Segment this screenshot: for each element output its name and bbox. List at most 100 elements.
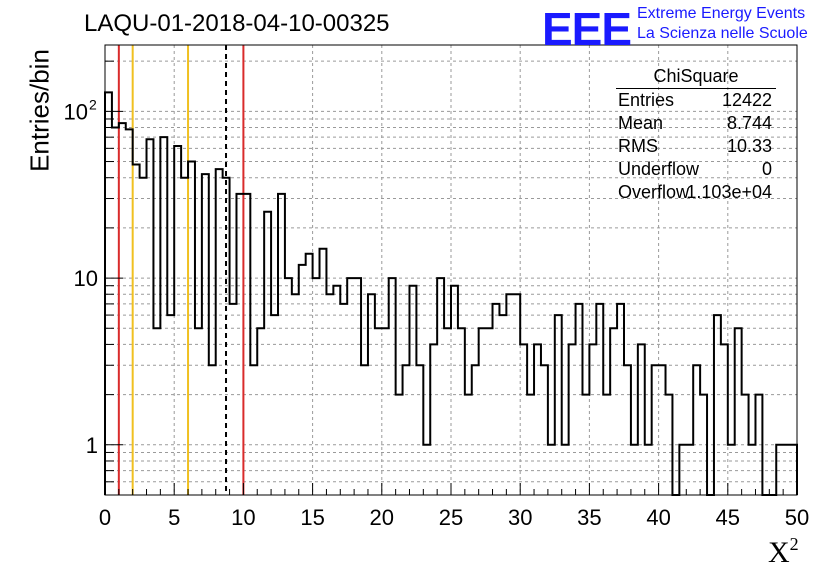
histogram-bin <box>437 278 444 495</box>
histogram-bin <box>582 395 589 495</box>
histogram-bin <box>562 445 569 495</box>
stats-row-rms: RMS 10.33 <box>612 135 778 158</box>
histogram-bin <box>493 304 500 495</box>
histogram-bin <box>147 139 154 495</box>
histogram-bin <box>230 304 237 495</box>
stats-row-mean: Mean 8.744 <box>612 112 778 135</box>
y-tick-label: 10 <box>64 99 88 124</box>
stats-entries-value: 12422 <box>721 90 772 110</box>
histogram-bin <box>209 365 216 495</box>
histogram-bin <box>506 294 513 495</box>
x-axis-label-sup: 2 <box>789 534 799 554</box>
reference-lines <box>117 45 245 495</box>
histogram-bin <box>541 365 548 495</box>
histogram-bin <box>576 304 583 495</box>
histogram-bin <box>278 194 285 495</box>
histogram-bin <box>721 344 728 495</box>
histogram-bin <box>326 294 333 495</box>
histogram-bin <box>693 365 700 495</box>
histogram-bin <box>569 344 576 495</box>
histogram-bin <box>638 344 645 495</box>
x-tick-label: 15 <box>300 505 324 530</box>
histogram-bin <box>624 365 631 495</box>
histogram-bin <box>548 445 555 495</box>
stats-rms-label: RMS <box>618 136 658 156</box>
stats-row-underflow: Underflow 0 <box>612 158 778 181</box>
histogram-bin <box>354 278 361 495</box>
histogram-bin <box>617 304 624 495</box>
histogram-bin <box>486 328 493 495</box>
logo-line-1: Extreme Energy Events <box>637 5 806 22</box>
y-tick-label: 10 <box>74 266 98 291</box>
x-axis-label: X2 <box>768 534 799 570</box>
x-axis-label-base: X <box>768 536 790 569</box>
histogram-bin <box>645 445 652 495</box>
stats-mean-label: Mean <box>618 113 664 133</box>
stats-header: ChiSquare <box>616 66 776 89</box>
stats-box: ChiSquare Entries 12422 Mean 8.744 RMS 1… <box>612 66 778 204</box>
stats-overflow-label: Overflow <box>618 182 690 202</box>
histogram-bin <box>403 365 410 495</box>
histogram-bin <box>160 137 167 495</box>
y-tick-label: 1 <box>86 433 98 458</box>
histogram-bin <box>749 445 756 495</box>
histogram-bin <box>409 286 416 495</box>
histogram-bin <box>257 328 264 495</box>
x-tick-label: 0 <box>99 505 111 530</box>
stats-entries-label: Entries <box>618 90 675 110</box>
histogram-bin <box>167 315 174 495</box>
histogram-bin <box>306 254 313 495</box>
histogram-bin <box>375 328 382 495</box>
histogram-bin <box>444 328 451 495</box>
histogram-bin <box>555 315 562 495</box>
histogram-bin <box>700 395 707 495</box>
histogram-bin <box>686 445 693 495</box>
histogram-bin <box>112 128 119 495</box>
histogram-bin <box>790 445 797 495</box>
histogram-bin <box>472 365 479 495</box>
x-tick-label: 45 <box>716 505 740 530</box>
histogram-bin <box>610 328 617 495</box>
histogram-bin <box>181 178 188 495</box>
histogram-bin <box>243 194 250 495</box>
axes <box>104 44 798 496</box>
x-tick-label: 25 <box>439 505 463 530</box>
histogram-bin <box>534 344 541 495</box>
histogram-bin <box>195 328 202 495</box>
histogram-bin <box>188 162 195 495</box>
histogram-bin <box>382 328 389 495</box>
histogram-bin <box>513 294 520 495</box>
histogram-bin <box>603 395 610 495</box>
y-axis-label: Entries/bin <box>24 49 55 172</box>
chart-title: LAQU-01-2018-04-10-00325 <box>84 10 390 37</box>
x-tick-label: 30 <box>508 505 532 530</box>
histogram-bin <box>527 395 534 495</box>
histogram-bin <box>659 365 666 495</box>
histogram-bin <box>451 286 458 495</box>
histogram-bin <box>520 344 527 495</box>
y-tick-label-sup: 2 <box>89 96 97 112</box>
histogram-bin <box>465 395 472 495</box>
x-tick-labels: 0 5 10 15 20 25 30 35 40 45 50 <box>99 505 809 530</box>
histogram-bin <box>105 92 112 495</box>
histogram-bin <box>679 445 686 495</box>
histogram-bin <box>299 265 306 495</box>
histogram-bin <box>735 328 742 495</box>
histogram-bin <box>596 304 603 495</box>
x-tick-label: 35 <box>577 505 601 530</box>
histogram-bin <box>250 365 257 495</box>
histogram-bin <box>223 178 230 495</box>
eee-logo: EEE <box>542 3 632 55</box>
x-tick-label: 10 <box>231 505 255 530</box>
stats-row-overflow: Overflow 1.103e+04 <box>612 181 778 204</box>
histogram-bin <box>202 174 209 495</box>
histogram-bin <box>652 365 659 495</box>
histogram-bin <box>742 395 749 495</box>
histogram-bin <box>292 294 299 495</box>
histogram-bin <box>430 344 437 495</box>
histogram-bin <box>216 169 223 495</box>
histogram-bin <box>416 365 423 495</box>
x-tick-label: 20 <box>370 505 394 530</box>
histogram-bin <box>776 445 783 495</box>
